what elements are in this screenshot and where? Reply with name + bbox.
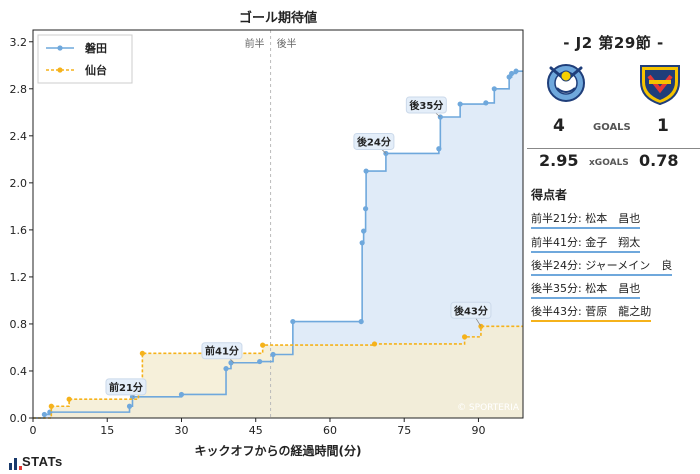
data-point — [270, 351, 276, 358]
series-area — [33, 71, 523, 418]
y-tick-label: 0.8 — [10, 318, 28, 331]
plot-frame — [32, 29, 524, 419]
data-point — [260, 342, 266, 348]
x-tick-label: 45 — [249, 424, 263, 437]
home-xgoals: 2.95 — [539, 151, 579, 170]
data-point — [436, 146, 442, 152]
chart-title: ゴール期待値 — [239, 10, 317, 26]
y-tick-label: 0.0 — [10, 412, 28, 425]
y-tick-label: 2.8 — [10, 83, 28, 96]
data-point — [461, 334, 468, 340]
data-point — [129, 394, 136, 400]
data-point — [290, 318, 296, 325]
match-summary-panel: - J2 第29節 - 4 GOALS 1 2.95 xGOALS 0.78 得… — [527, 0, 700, 474]
annotation-box — [105, 378, 147, 396]
data-point — [361, 228, 367, 234]
data-point — [126, 403, 133, 409]
data-point — [41, 411, 47, 418]
data-point — [139, 350, 145, 356]
data-point — [509, 70, 515, 77]
annotation-label: 前41分 — [205, 345, 239, 358]
annotation-label: 後43分 — [454, 304, 488, 317]
vegalta-sendai-crest-icon — [640, 65, 680, 106]
goals-label: GOALS — [593, 122, 631, 133]
data-point — [228, 360, 234, 366]
data-point — [66, 396, 72, 402]
jubilo-iwata-crest-icon — [547, 64, 585, 102]
scorer-entry: 後半35分: 松本 昌也 — [531, 280, 641, 299]
data-point — [178, 391, 185, 398]
x-axis-label: キックオフからの経過時間(分) — [195, 443, 362, 458]
scorer-entry: 前半41分: 金子 翔太 — [531, 234, 641, 253]
annotation-label: 後35分 — [409, 99, 443, 112]
annotation-label: 前21分 — [109, 381, 143, 394]
annotation-box — [405, 96, 447, 114]
data-point — [48, 403, 54, 409]
data-point — [223, 366, 229, 372]
series-area — [33, 326, 523, 418]
xgoals-row: 2.95 xGOALS 0.78 — [527, 148, 700, 175]
annotation-label: 後24分 — [357, 135, 391, 148]
legend-marker — [57, 67, 63, 73]
annotation-box — [353, 132, 395, 150]
goals-row: 4 GOALS 1 — [527, 116, 700, 140]
data-point — [371, 341, 378, 347]
half-label-first: 前半 — [245, 37, 265, 50]
stats-logo-icon — [9, 458, 22, 470]
data-point — [483, 100, 489, 106]
y-tick-label: 2.4 — [10, 130, 28, 143]
scorer-entry: 後半43分: 菅原 龍之助 — [531, 303, 652, 322]
data-point — [513, 68, 519, 74]
data-point — [359, 240, 365, 246]
legend-box — [37, 34, 133, 84]
x-tick-label: 30 — [174, 424, 188, 437]
y-tick-label: 0.4 — [10, 365, 28, 378]
series-line — [33, 325, 523, 419]
scorer-entry: 前半21分: 松本 昌也 — [531, 210, 641, 229]
x-tick-label: 60 — [323, 424, 337, 437]
away-xgoals: 0.78 — [639, 151, 679, 170]
scorers-title: 得点者 — [531, 188, 568, 202]
xgoals-label: xGOALS — [589, 158, 629, 168]
data-point — [257, 358, 263, 365]
away-goals: 1 — [657, 116, 669, 136]
data-point — [457, 101, 463, 107]
y-tick-label: 2.0 — [10, 177, 28, 190]
data-point — [491, 86, 497, 92]
y-tick-label: 3.2 — [10, 36, 28, 49]
scorer-entry: 後半24分: ジャーメイン 良 — [531, 257, 673, 276]
annotation-box — [450, 301, 492, 319]
match-round-title: - J2 第29節 - — [563, 34, 664, 52]
legend-label: 仙台 — [85, 63, 107, 77]
annotation-box — [201, 342, 243, 360]
data-point — [363, 168, 369, 174]
xg-timeline-chart: 前半 後半 0.0 0.4 0.8 1.2 1.6 2.0 2.4 2.8 3.2 0 15 30 45 60… — [10, 10, 524, 458]
y-tick-label: 1.6 — [10, 224, 28, 237]
y-tick-label: 1.2 — [10, 271, 28, 284]
half-label-second: 後半 — [277, 37, 297, 50]
legend-marker — [57, 45, 63, 51]
legend-label: 磐田 — [85, 41, 107, 55]
x-tick-label: 75 — [397, 424, 411, 437]
watermark-text: © SPORTERIA — [457, 403, 520, 413]
home-goals: 4 — [553, 116, 565, 136]
stats-brand: STATs — [22, 454, 63, 469]
x-tick-label: 90 — [471, 424, 485, 437]
x-tick-label: 15 — [100, 424, 114, 437]
x-tick-label: 0 — [30, 424, 37, 437]
data-point — [358, 318, 364, 325]
data-point — [363, 206, 369, 212]
